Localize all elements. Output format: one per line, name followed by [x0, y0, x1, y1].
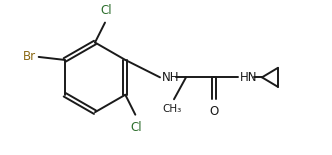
Text: O: O — [209, 105, 219, 118]
Text: Br: Br — [23, 50, 36, 63]
Text: Cl: Cl — [100, 4, 112, 17]
Text: HN: HN — [240, 71, 258, 84]
Text: NH: NH — [162, 71, 180, 84]
Text: Cl: Cl — [130, 121, 142, 134]
Text: CH₃: CH₃ — [162, 104, 182, 114]
